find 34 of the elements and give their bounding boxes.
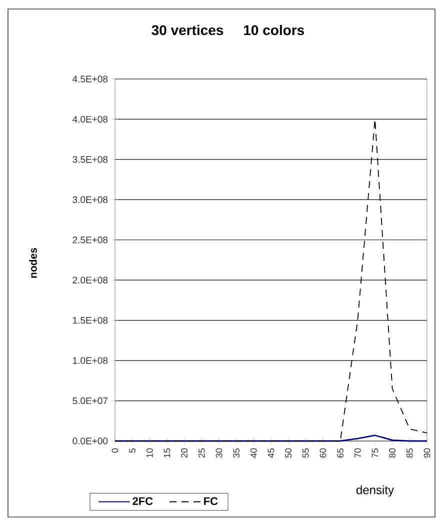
x-tick-label: 20 [181,448,188,458]
x-tick-label: 15 [164,448,170,458]
x-tick-label: 90 [424,448,430,458]
x-tick-label: 25 [198,448,205,458]
x-tick-label: 0 [112,448,118,453]
x-tick-label: 45 [268,448,274,458]
y-tick-label: 1.5E+08 [73,316,108,324]
y-tick-label: 3.0E+08 [72,196,108,204]
x-tick-label: 55 [302,448,309,458]
y-tick-label: 0.0E+00 [72,438,108,444]
x-tick-label: 75 [372,448,378,458]
legend-label: 2FC [132,497,153,506]
x-tick-label: 80 [389,448,396,458]
y-tick-label: 1.0E+08 [73,357,108,364]
chart-title: 30 vertices 10 colors [152,24,304,36]
y-tick-label: 2.0E+08 [72,276,108,284]
x-tick-label: 5 [129,448,136,453]
y-tick-label: 5.0E+07 [72,397,108,404]
y-axis-title: nodes [29,248,37,278]
y-tick-label: 4.0E+08 [72,116,108,123]
x-tick-label: 60 [320,448,326,458]
x-tick-label: 50 [285,448,292,458]
x-tick-label: 40 [250,448,257,458]
x-tick-label: 85 [406,448,413,458]
x-tick-label: 65 [337,448,344,458]
x-tick-label: 35 [233,448,240,458]
x-tick-label: 30 [216,448,222,458]
y-tick-label: 2.5E+08 [72,236,108,244]
x-tick-label: 70 [354,448,361,458]
y-tick-label: 3.5E+08 [72,156,108,163]
legend-label: FC [204,497,218,506]
x-axis-title: density [356,485,394,497]
x-tick-label: 10 [146,448,153,458]
y-tick-label: 4.5E+08 [72,76,108,82]
